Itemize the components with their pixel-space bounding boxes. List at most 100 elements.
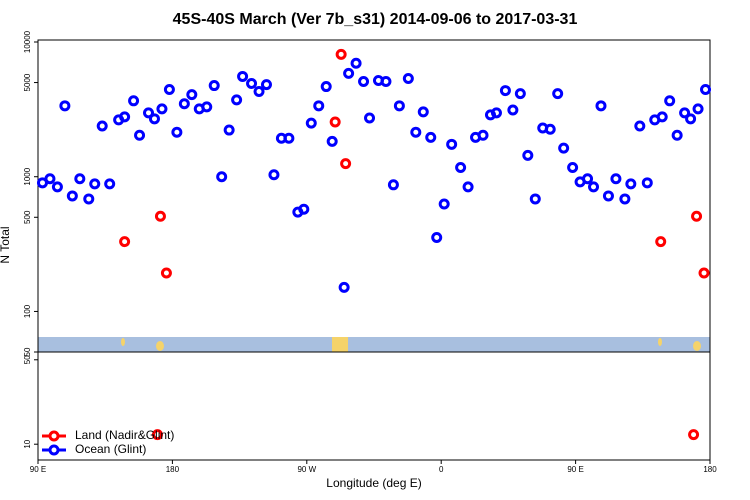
data-point <box>350 57 362 69</box>
data-point <box>89 178 101 190</box>
data-point <box>655 236 667 248</box>
data-point <box>431 231 443 243</box>
data-point <box>320 81 332 93</box>
data-point <box>700 84 712 96</box>
data-point <box>499 85 511 97</box>
data-point <box>671 129 683 141</box>
chart-title: 45S-40S March (Ver 7b_s31) 2014-09-06 to… <box>173 11 578 28</box>
data-point <box>462 181 474 193</box>
data-point <box>529 193 541 205</box>
data-point <box>641 177 653 189</box>
legend-marker <box>48 430 60 442</box>
data-point <box>298 203 310 215</box>
data-point <box>201 101 213 113</box>
data-point <box>104 178 116 190</box>
data-point <box>343 67 355 79</box>
data-point <box>305 117 317 129</box>
data-point <box>514 88 526 100</box>
data-point <box>128 95 140 107</box>
data-point <box>588 181 600 193</box>
data-point <box>340 158 352 170</box>
data-point <box>223 124 235 136</box>
data-point <box>387 179 399 191</box>
x-axis-label: Longitude (deg E) <box>326 476 421 490</box>
y-tick-label: 10000 <box>23 30 32 53</box>
data-point <box>380 76 392 88</box>
x-tick-label: 90 E <box>567 465 583 474</box>
data-point <box>634 120 646 132</box>
legend-label: Land (Nadir&Glint) <box>75 428 174 442</box>
data-point <box>619 193 631 205</box>
land-speck <box>693 341 701 351</box>
data-point <box>558 142 570 154</box>
data-point <box>148 113 160 125</box>
data-point <box>237 70 249 82</box>
data-point <box>567 162 579 174</box>
y-tick-label: 50 <box>23 347 32 356</box>
y-tick-label: 100 <box>23 304 32 318</box>
legend-label: Ocean (Glint) <box>75 442 146 456</box>
data-point <box>335 48 347 60</box>
data-point <box>246 77 258 89</box>
land-speck <box>121 338 125 346</box>
data-point <box>143 107 155 119</box>
data-point <box>477 129 489 141</box>
data-point <box>51 181 63 193</box>
land-speck <box>658 338 662 346</box>
data-point <box>119 111 131 123</box>
data-point <box>692 103 704 115</box>
land-speck <box>332 337 348 352</box>
data-point <box>685 113 697 125</box>
data-point <box>260 79 272 91</box>
data-point <box>44 173 56 185</box>
land-speck <box>156 341 164 351</box>
data-point <box>625 178 637 190</box>
data-point <box>151 429 163 441</box>
data-point <box>582 173 594 185</box>
data-point <box>154 210 166 222</box>
x-tick-label: 90 E <box>30 465 46 474</box>
y-axis-label: N Total <box>0 226 12 263</box>
data-point <box>208 80 220 92</box>
data-point <box>507 104 519 116</box>
data-point <box>119 236 131 248</box>
data-point <box>691 210 703 222</box>
y-tick-label: 500 <box>23 210 32 224</box>
data-point <box>656 111 668 123</box>
plot-frame <box>37 39 711 461</box>
data-point <box>490 107 502 119</box>
data-point <box>602 190 614 202</box>
data-point <box>417 106 429 118</box>
y-tick-label: 1000 <box>23 167 32 185</box>
data-point <box>66 190 78 202</box>
data-point <box>455 162 467 174</box>
x-tick-label: 180 <box>166 465 180 474</box>
data-point <box>171 126 183 138</box>
data-point <box>178 98 190 110</box>
data-point <box>160 267 172 279</box>
data-point <box>74 173 86 185</box>
data-point <box>438 198 450 210</box>
data-point <box>338 281 350 293</box>
data-point <box>96 120 108 132</box>
data-point <box>358 76 370 88</box>
data-point <box>425 131 437 143</box>
data-point <box>402 72 414 84</box>
data-point <box>283 132 295 144</box>
x-tick-label: 180 <box>703 465 717 474</box>
x-tick-label: 0 <box>439 465 444 474</box>
y-tick-label: 5000 <box>23 73 32 91</box>
data-point <box>163 84 175 96</box>
data-point <box>595 100 607 112</box>
x-tick-label: 90 W <box>297 465 316 474</box>
data-point <box>410 126 422 138</box>
data-point <box>552 88 564 100</box>
data-point <box>393 100 405 112</box>
legend-marker <box>48 444 60 456</box>
data-point <box>329 116 341 128</box>
data-point <box>156 103 168 115</box>
data-point <box>522 149 534 161</box>
data-point <box>134 129 146 141</box>
data-point <box>544 123 556 135</box>
